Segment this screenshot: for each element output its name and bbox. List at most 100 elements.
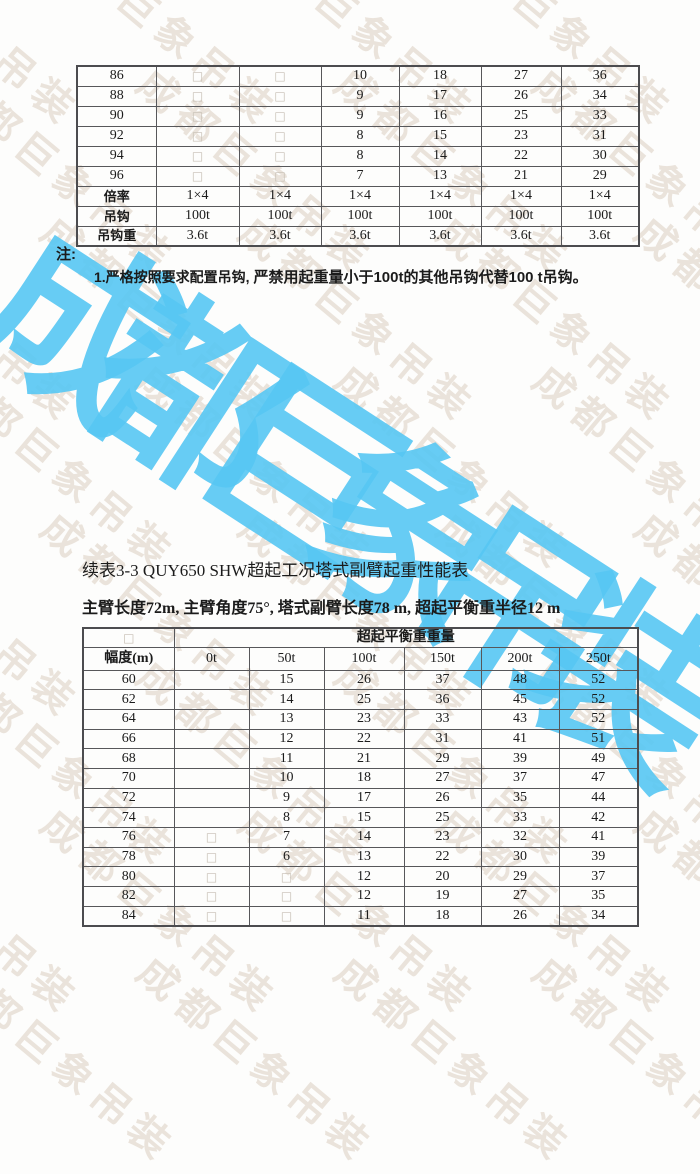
table-cell: 100t	[560, 205, 640, 227]
column-header-cell: 150t	[403, 646, 482, 671]
table-cell: □	[155, 65, 240, 87]
table-cell: 37	[480, 767, 560, 789]
table-cell: 37	[403, 669, 482, 691]
table-row: 吊钩重 3.6t 3.6t 3.6t 3.6t 3.6t 3.6t	[76, 225, 640, 247]
table-cell: 3.6t	[238, 225, 322, 247]
table-row: 92 □ □ 8 15 23 31	[76, 125, 640, 147]
table-cell: 31	[403, 728, 482, 750]
table-cell: 23	[480, 125, 562, 147]
table-cell: 3.6t	[320, 225, 400, 247]
table-row: 倍率 1×4 1×4 1×4 1×4 1×4 1×4	[76, 185, 640, 207]
table-cell: 18	[323, 767, 405, 789]
table-cell: 12	[248, 728, 325, 750]
table-cell: 19	[403, 886, 482, 907]
table-cell: 16	[398, 105, 482, 127]
table-cell: 13	[248, 708, 325, 730]
table-cell: 21	[323, 748, 405, 769]
note-label: 注:	[56, 246, 76, 263]
table-row: 88 □ □ 9 17 26 34	[76, 85, 640, 107]
table-cell: 27	[480, 886, 560, 907]
table-row: 70 10 18 27 37 47	[82, 767, 639, 789]
table-cell: 30	[480, 846, 560, 868]
table-cell: 33	[560, 105, 640, 127]
table-cell: 7	[320, 165, 400, 187]
table-cell: □	[238, 125, 322, 147]
table-cell: 32	[480, 827, 560, 848]
note-item: 1.严格按照要求配置吊钩, 严禁用起重量小于100t的其他吊钩代替100 t吊钩…	[94, 266, 588, 287]
table-cell: 36	[560, 65, 640, 87]
table-cell: 18	[398, 65, 482, 87]
table-cell: □	[238, 85, 322, 107]
table-cell: 9	[320, 105, 400, 127]
table-cell: □	[248, 886, 325, 907]
table-cell: 1×4	[560, 185, 640, 207]
table-row: 90 □ □ 9 16 25 33	[76, 105, 640, 127]
table-cell: 6	[248, 846, 325, 868]
table-cell: 52	[558, 708, 639, 730]
row-label-cell: 96	[76, 165, 157, 187]
table-cell: 1×4	[238, 185, 322, 207]
table-cell: 30	[560, 145, 640, 167]
table-cell: 23	[403, 827, 482, 848]
table-cell: □	[155, 105, 240, 127]
table-cell: 51	[558, 728, 639, 750]
section-subtitle: 主臂长度72m, 主臂角度75°, 塔式副臂长度78 m, 超起平衡重半径12 …	[82, 600, 561, 617]
table-cell: 100t	[480, 205, 562, 227]
table-cell: 21	[480, 165, 562, 187]
table-cell: 22	[403, 846, 482, 868]
table-cell: 15	[248, 669, 325, 691]
table-cell: 34	[560, 85, 640, 107]
table-cell: 35	[558, 886, 639, 907]
table-row: 82 □ □ 12 19 27 35	[82, 886, 639, 907]
row-label-cell: 82	[82, 886, 175, 907]
table-cell: 20	[403, 866, 482, 888]
page-content: 86 □ □ 10 18 27 36 88 □ □ 9 17 26 34 90 □ □ 9 16 25 33 92 □ □ 8 1…	[56, 65, 640, 927]
row-label-cell: 72	[82, 787, 175, 809]
table-cell: 47	[558, 767, 639, 789]
table-cell: 52	[558, 689, 639, 710]
table-cell: 41	[480, 728, 560, 750]
table-cell: □	[238, 65, 322, 87]
table-cell: 25	[323, 689, 405, 710]
table-cell	[173, 669, 250, 691]
row-label-cell: 86	[76, 65, 157, 87]
table-cell: 17	[398, 85, 482, 107]
column-header-cell: 0t	[173, 646, 250, 671]
table-cell: 9	[248, 787, 325, 809]
table-cell: □	[238, 145, 322, 167]
table-cell: 34	[558, 905, 639, 927]
table-cell: 8	[320, 145, 400, 167]
table-cell: 37	[558, 866, 639, 888]
table-cell: 15	[323, 807, 405, 828]
table-cell: 12	[323, 866, 405, 888]
row-label-cell: 74	[82, 807, 175, 828]
table-header-row: □ 超起平衡重重量	[82, 627, 639, 648]
table-cell: 44	[558, 787, 639, 809]
row-label-cell: 94	[76, 145, 157, 167]
row-label-cell: 90	[76, 105, 157, 127]
table-cell: □	[155, 125, 240, 147]
table-cell: 25	[480, 105, 562, 127]
table-cell: □	[155, 165, 240, 187]
table-header-row: 幅度(m) 0t 50t 100t 150t 200t 250t	[82, 646, 639, 671]
corner-cell: □	[82, 627, 175, 648]
table-cell: 39	[558, 846, 639, 868]
table-cell: 10	[320, 65, 400, 87]
table-row: 80 □ □ 12 20 29 37	[82, 866, 639, 888]
table-row: 64 13 23 33 43 52	[82, 708, 639, 730]
table-cell	[173, 787, 250, 809]
table-cell: 45	[480, 689, 560, 710]
row-label-cell: 倍率	[76, 185, 157, 207]
table-cell	[173, 767, 250, 789]
table-cell: □	[173, 905, 250, 927]
column-header-cell: 幅度(m)	[82, 646, 175, 671]
row-label-cell: 64	[82, 708, 175, 730]
table-cell: 8	[320, 125, 400, 147]
table-cell: 3.6t	[398, 225, 482, 247]
table-cell: 9	[320, 85, 400, 107]
table-cell: □	[155, 145, 240, 167]
table-cell: 14	[398, 145, 482, 167]
table-row: 86 □ □ 10 18 27 36	[76, 65, 640, 87]
table-cell	[173, 728, 250, 750]
